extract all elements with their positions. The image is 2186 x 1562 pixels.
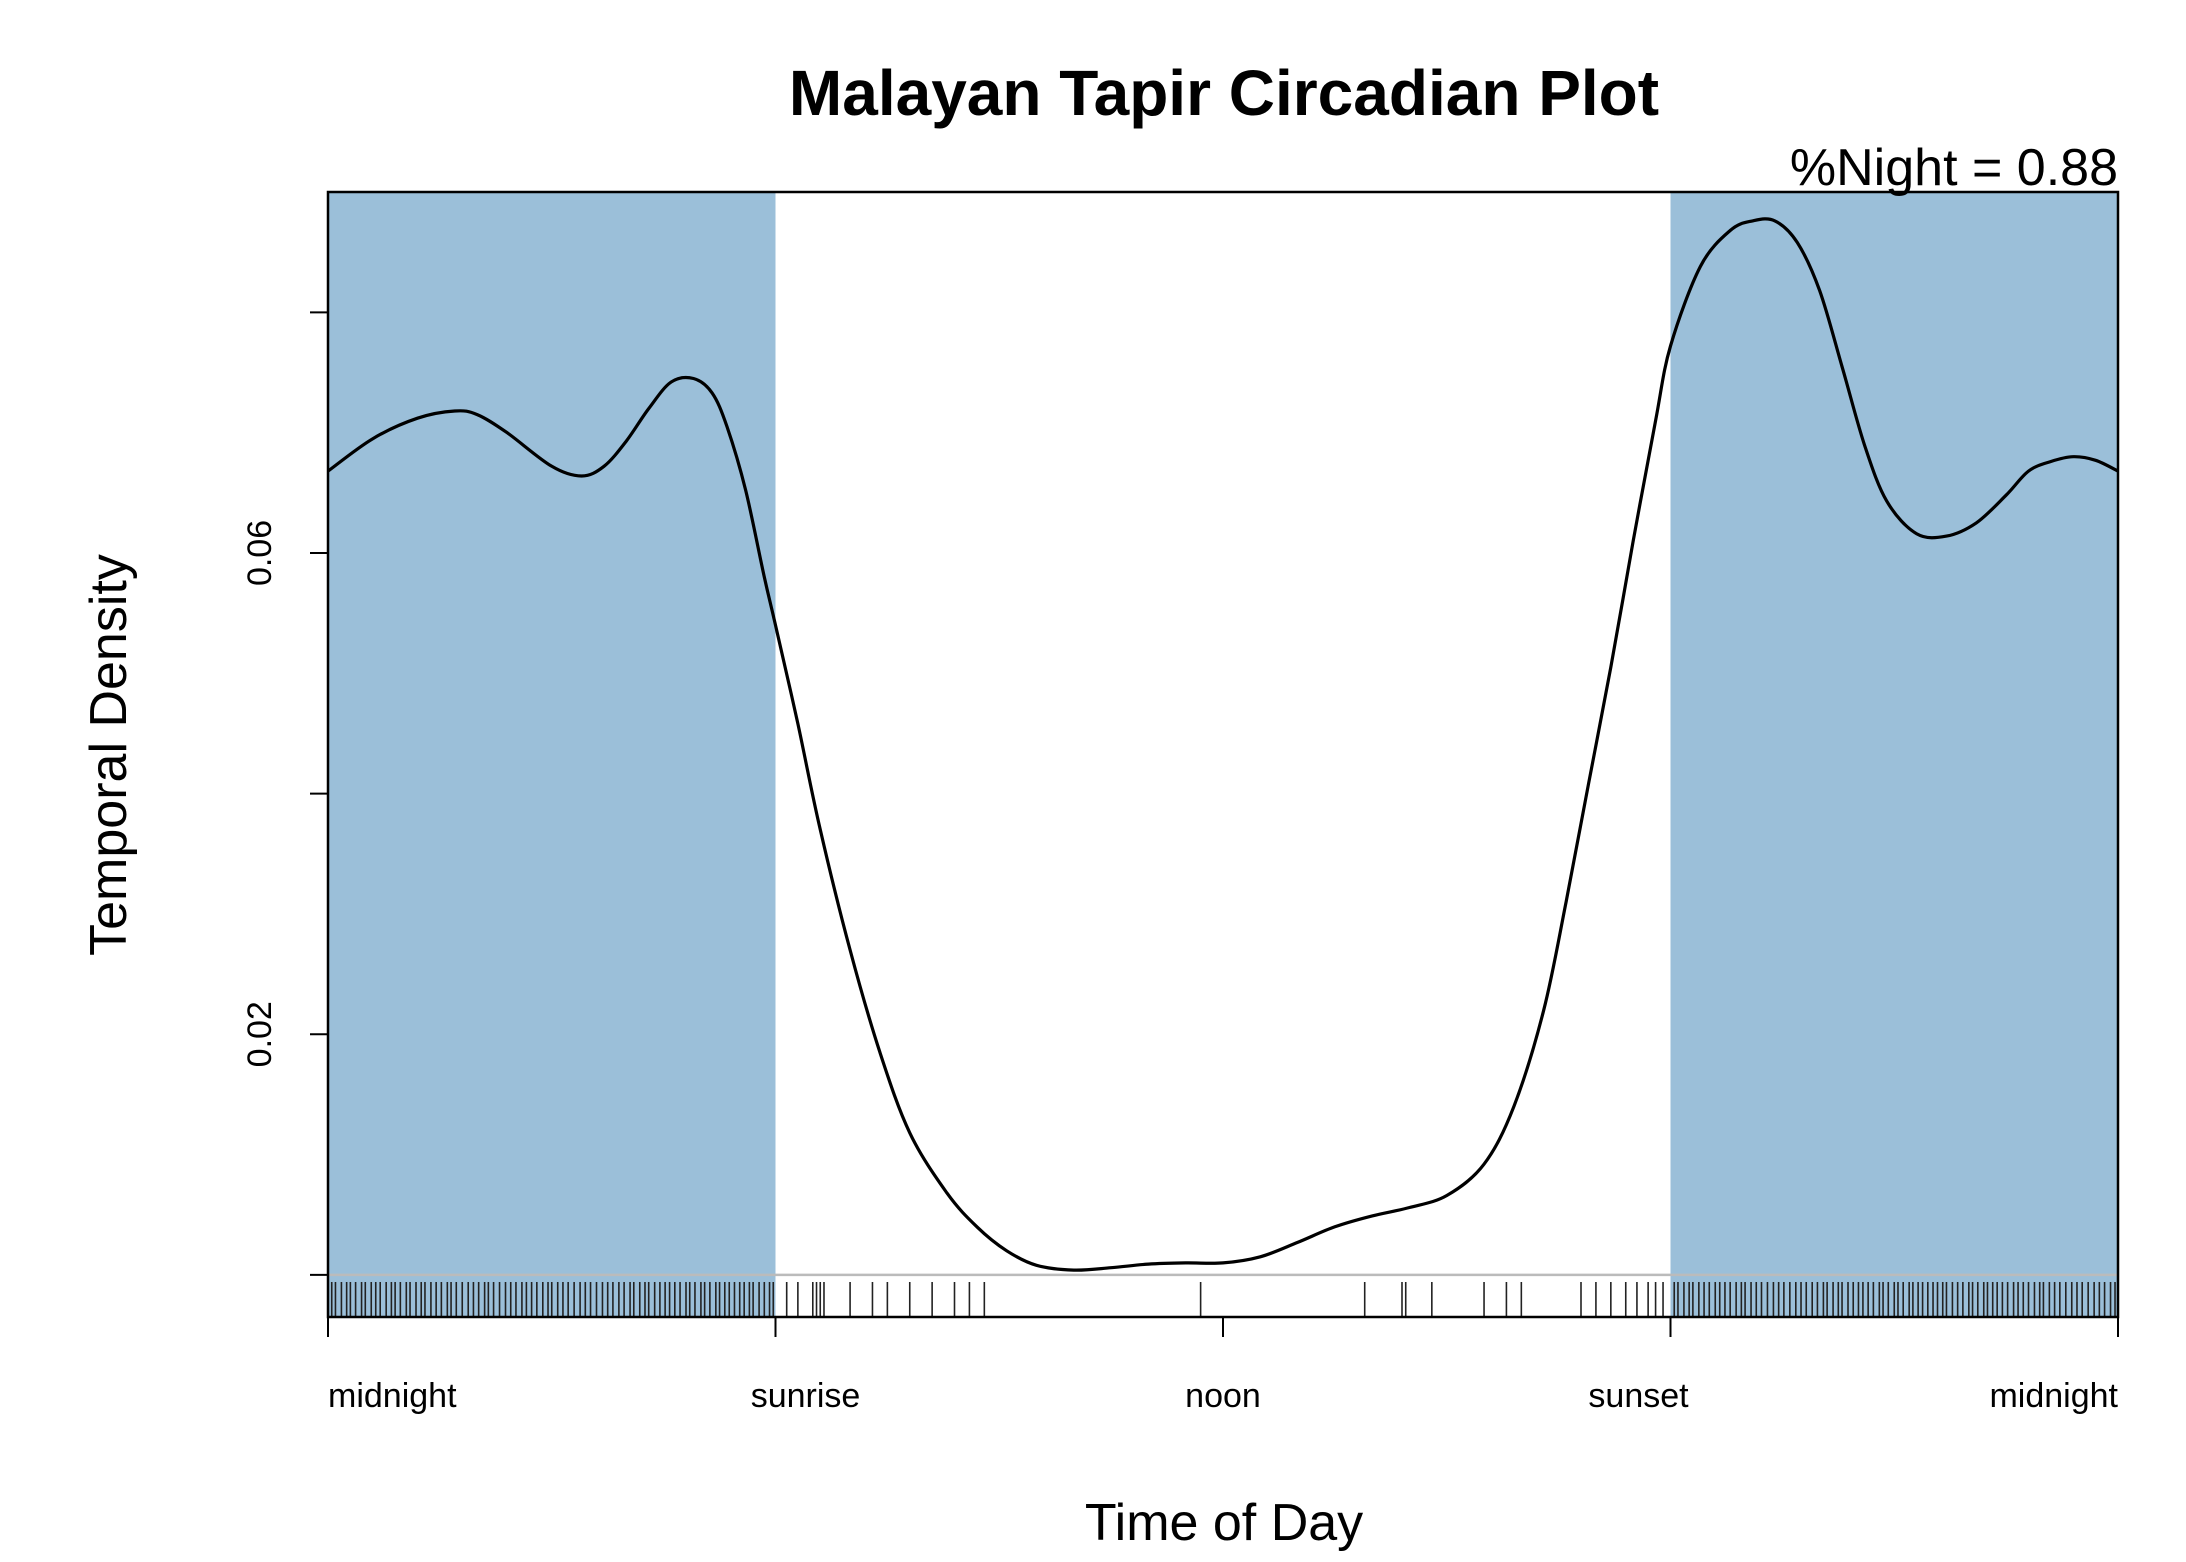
- x-tick-label: midnight: [1989, 1377, 2118, 1415]
- x-tick-label: noon: [1185, 1377, 1261, 1415]
- density-curve: [327, 217, 2119, 1272]
- x-tick-label: midnight: [328, 1377, 457, 1415]
- x-axis: midnight sunrise noon sunset midnight: [327, 1317, 2119, 1415]
- x-tick-label: sunrise: [751, 1377, 861, 1415]
- night-shading-group: [328, 192, 2118, 1317]
- x-tick-label: sunset: [1588, 1377, 1689, 1415]
- x-axis-title: Time of Day: [1085, 1494, 1363, 1552]
- y-tick-label: 0.02: [241, 1001, 279, 1067]
- y-axis-title: Temporal Density: [80, 554, 138, 956]
- night-shade-1: [1670, 192, 2118, 1317]
- y-tick-label: 0.06: [241, 520, 279, 586]
- night-shade-0: [328, 192, 776, 1317]
- rug-group: [330, 1282, 2116, 1317]
- night-percentage-annotation: %Night = 0.88: [1790, 139, 2118, 197]
- y-axis: 0.02 0.06: [241, 311, 328, 1276]
- chart-title: Malayan Tapir Circadian Plot: [789, 57, 1659, 129]
